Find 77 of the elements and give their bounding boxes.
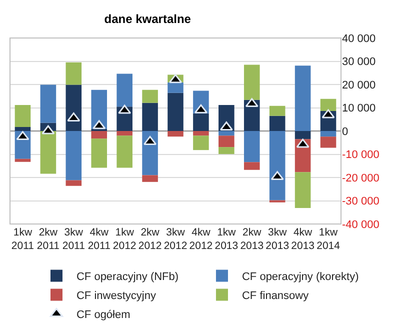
bar	[218, 131, 234, 136]
bar	[168, 92, 184, 131]
point	[270, 171, 284, 180]
bar	[193, 131, 209, 136]
point	[245, 98, 258, 108]
y-tick-label: 20 000	[342, 79, 376, 92]
x-tick-label: 2kw 2012	[138, 226, 162, 252]
bar	[91, 131, 108, 139]
bar	[320, 131, 336, 137]
bar	[269, 116, 286, 131]
legend-label: CF finansowy	[242, 290, 310, 302]
y-tick-label: 0	[342, 126, 348, 138]
bar	[142, 90, 158, 103]
bar	[142, 175, 158, 182]
x-tick-label: 4kw 2013	[291, 226, 315, 252]
point	[16, 131, 30, 140]
chart-title: dane kwartalne	[104, 12, 192, 26]
point	[42, 125, 55, 134]
bar	[116, 74, 132, 107]
bar	[40, 84, 56, 123]
x-tick-label: 4kw 2011	[88, 226, 111, 252]
bar	[218, 147, 234, 154]
bar	[294, 66, 311, 131]
bar	[14, 158, 31, 162]
bar	[14, 127, 31, 131]
x-tick-label: 2kw 2013	[240, 226, 264, 252]
x-tick-label: 1kw 2014	[316, 226, 340, 252]
legend-label: CF ogółem	[76, 308, 130, 321]
bar	[193, 113, 209, 131]
y-tick-label: -40 000	[342, 218, 380, 231]
bar	[244, 162, 260, 170]
x-tick-label: 3kw 2013	[266, 226, 290, 252]
bar	[294, 172, 311, 208]
x-tick-label: 1kw 2011	[11, 226, 34, 252]
bar	[320, 136, 336, 148]
x-tick-label: 1kw 2013	[214, 226, 238, 252]
y-tick-label: -10 000	[342, 149, 380, 162]
bar	[193, 136, 209, 150]
x-tick-label: 3kw 2012	[164, 226, 188, 252]
bar	[66, 131, 82, 180]
y-tick-label: 30 000	[342, 56, 376, 68]
y-tick-label: -30 000	[342, 196, 380, 208]
x-tick-label: 4kw 2012	[189, 226, 213, 252]
point	[144, 136, 157, 145]
y-tick-label: -20 000	[342, 172, 380, 184]
x-tick-label: 1kw 2012	[112, 226, 136, 252]
point	[67, 112, 80, 122]
bar	[66, 84, 82, 131]
bar	[14, 104, 31, 128]
bar	[142, 102, 158, 131]
point	[296, 138, 310, 148]
bar	[168, 131, 184, 137]
x-tick-label: 2kw 2011	[36, 226, 60, 252]
bar	[66, 62, 82, 85]
bar	[116, 131, 132, 136]
bar	[40, 131, 56, 174]
point	[118, 104, 132, 114]
bar	[218, 136, 234, 148]
legend-label: CF operacyjny (korekty)	[242, 270, 359, 283]
bar	[320, 98, 336, 112]
bar	[294, 131, 311, 140]
point	[220, 122, 233, 131]
y-tick-label: 10 000	[342, 102, 376, 115]
bar	[66, 180, 82, 186]
bar	[269, 106, 286, 116]
bar	[168, 82, 184, 93]
bar	[91, 138, 108, 168]
legend-label: CF inwestycyjny	[76, 290, 156, 302]
y-tick-label: 40 000	[342, 32, 376, 45]
bar	[269, 131, 286, 200]
point	[92, 120, 106, 130]
legend-label: CF operacyjny (NFb)	[76, 270, 179, 283]
bar	[244, 131, 260, 162]
bar	[244, 64, 260, 100]
x-tick-label: 3kw 2011	[62, 226, 86, 252]
point	[322, 109, 335, 118]
bar	[116, 136, 132, 168]
